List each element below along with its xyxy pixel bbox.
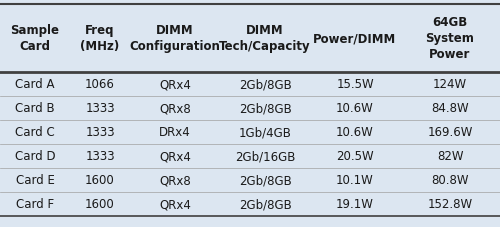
Text: Card D: Card D <box>14 150 56 163</box>
Text: 1333: 1333 <box>85 102 115 115</box>
Text: QRx4: QRx4 <box>159 78 191 91</box>
Text: Card B: Card B <box>15 102 55 115</box>
Text: 2Gb/8GB: 2Gb/8GB <box>238 173 292 186</box>
Text: QRx4: QRx4 <box>159 150 191 163</box>
Text: QRx8: QRx8 <box>159 173 191 186</box>
Text: 124W: 124W <box>433 78 467 91</box>
Text: 1600: 1600 <box>85 173 115 186</box>
Text: 1Gb/4GB: 1Gb/4GB <box>238 126 292 139</box>
Text: 1600: 1600 <box>85 197 115 210</box>
Text: 15.5W: 15.5W <box>336 78 374 91</box>
Text: 10.1W: 10.1W <box>336 173 374 186</box>
Text: 152.8W: 152.8W <box>428 197 472 210</box>
Text: 1066: 1066 <box>85 78 115 91</box>
Text: Power/DIMM: Power/DIMM <box>314 32 396 45</box>
Text: 2Gb/8GB: 2Gb/8GB <box>238 78 292 91</box>
Text: 80.8W: 80.8W <box>431 173 469 186</box>
Text: 1333: 1333 <box>85 126 115 139</box>
Text: DIMM
Configuration: DIMM Configuration <box>130 24 220 53</box>
Text: Card A: Card A <box>15 78 55 91</box>
Text: 10.6W: 10.6W <box>336 126 374 139</box>
Text: 1333: 1333 <box>85 150 115 163</box>
Text: 2Gb/16GB: 2Gb/16GB <box>235 150 295 163</box>
Text: QRx4: QRx4 <box>159 197 191 210</box>
Text: 20.5W: 20.5W <box>336 150 374 163</box>
Text: Freq
(MHz): Freq (MHz) <box>80 24 120 53</box>
Text: DRx4: DRx4 <box>159 126 191 139</box>
Text: 2Gb/8GB: 2Gb/8GB <box>238 102 292 115</box>
Text: Card C: Card C <box>15 126 55 139</box>
Bar <box>0 73 500 96</box>
Text: Card F: Card F <box>16 197 54 210</box>
Text: 19.1W: 19.1W <box>336 197 374 210</box>
Text: DIMM
Tech/Capacity: DIMM Tech/Capacity <box>219 24 311 53</box>
Bar <box>0 192 500 216</box>
Bar <box>0 120 500 144</box>
Text: Card E: Card E <box>16 173 54 186</box>
Text: Sample
Card: Sample Card <box>10 24 59 53</box>
Text: 2Gb/8GB: 2Gb/8GB <box>238 197 292 210</box>
Bar <box>0 144 500 168</box>
Bar <box>0 96 500 120</box>
Bar <box>0 168 500 192</box>
Text: 64GB
System
Power: 64GB System Power <box>426 16 474 61</box>
Bar <box>0 5 500 73</box>
Text: QRx8: QRx8 <box>159 102 191 115</box>
Text: 169.6W: 169.6W <box>428 126 472 139</box>
Text: 10.6W: 10.6W <box>336 102 374 115</box>
Text: 84.8W: 84.8W <box>431 102 469 115</box>
Text: 82W: 82W <box>437 150 463 163</box>
